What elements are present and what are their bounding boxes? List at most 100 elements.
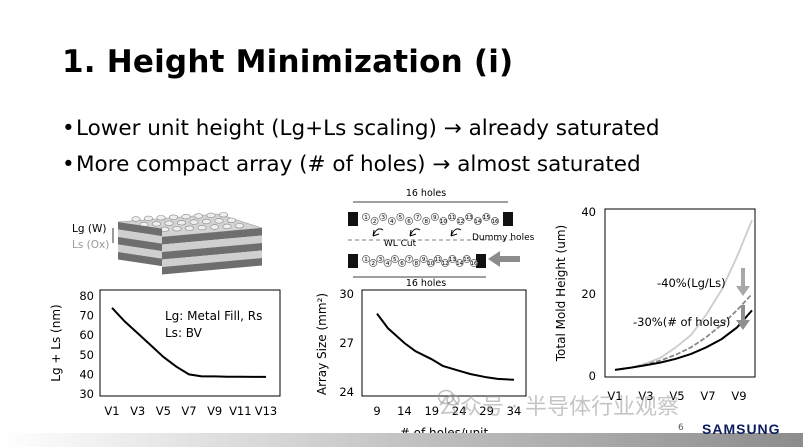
bullet-2-text: More compact array (# of holes) → almost… <box>76 152 641 177</box>
array-hole <box>448 255 457 263</box>
label-ls: Ls (Ox) <box>72 239 109 251</box>
chart1-x-tick-labels: V1 V3 V5 V7 V9 V11 V13 <box>104 404 277 418</box>
array-hole-number: 3 <box>379 257 383 263</box>
array-hole-number: 14 <box>456 261 463 267</box>
stack-hole <box>169 214 179 220</box>
array-block <box>476 254 486 268</box>
chart1-y-tick: 30 <box>79 387 94 401</box>
array-hole-number: 8 <box>424 219 428 225</box>
array-hole-number: 1 <box>364 215 368 221</box>
chart3-x-tick: V9 <box>731 389 746 403</box>
array-hole-number: 9 <box>422 257 426 263</box>
chart3-y-tick: 0 <box>589 369 596 383</box>
stack-hole <box>194 213 204 219</box>
chart1-x-tick: V7 <box>181 404 196 418</box>
bullet-1-text: Lower unit height (Lg+Ls scaling) → alre… <box>76 116 660 141</box>
chart2-series-line <box>376 313 515 381</box>
stack-front-layers <box>118 222 162 267</box>
stack-hole <box>189 219 199 225</box>
footer-bar <box>0 433 803 447</box>
chart1-ylabel: Lg + Ls (nm) <box>49 304 63 381</box>
chart2-x-tick: 29 <box>479 404 494 418</box>
wl-cut-label: WL Cut <box>384 239 417 249</box>
chart1-y-tick: 70 <box>79 309 94 323</box>
layer-stack-diagram: Lg (W) Ls (Ox) <box>72 212 263 275</box>
wl-cut-pointer-2 <box>409 228 421 237</box>
stack-hole <box>202 218 212 225</box>
array-hole <box>434 255 442 263</box>
stack-hole <box>222 223 232 229</box>
reduction-arrow-1-icon <box>736 268 750 296</box>
stack-hole <box>152 221 162 227</box>
array-hole <box>413 213 422 221</box>
array-blocks <box>348 212 513 268</box>
stack-hole <box>156 215 166 221</box>
array-hole-number: 4 <box>390 219 394 225</box>
bullet-2: •More compact array (# of holes) → almos… <box>62 152 641 177</box>
array-hole <box>441 259 450 267</box>
stack-side-layer <box>162 258 262 275</box>
array-hole <box>405 255 414 263</box>
array-hole-number: 6 <box>400 261 404 267</box>
array-hole <box>362 255 370 263</box>
dummy-pointer <box>450 228 462 237</box>
chart1-y-tick-labels: 30 40 50 60 70 80 <box>79 289 94 401</box>
array-hole <box>456 217 465 225</box>
stack-hole <box>227 217 237 223</box>
array-hole-number: 9 <box>433 215 437 221</box>
chart2-x-tick-labels: 9 14 19 24 29 34 <box>373 404 521 418</box>
chart1-y-tick: 60 <box>79 328 94 342</box>
chart3-series-line <box>614 219 753 371</box>
array-hole <box>405 217 413 225</box>
array-hole-number: 11 <box>449 215 456 221</box>
stack-hole <box>219 212 229 218</box>
wechat-icon <box>438 389 460 406</box>
stack-front-layer <box>118 244 162 259</box>
array-hole <box>422 217 431 225</box>
chart2-x-tick: 24 <box>452 404 467 418</box>
array-hole-number: 15 <box>463 257 470 263</box>
chart2-x-tick: 19 <box>424 404 439 418</box>
chart1-x-tick: V13 <box>255 404 278 418</box>
chart2-y-tick: 27 <box>339 336 354 350</box>
chart1-series-line <box>111 307 266 378</box>
stack-hole <box>144 215 154 221</box>
array-hole-number: 13 <box>449 257 456 263</box>
watermark: 公众号 · 半导体行业观察 <box>438 389 679 421</box>
chart3-y-tick: 40 <box>581 205 596 219</box>
array-hole-number: 10 <box>440 219 447 225</box>
array-hole <box>419 255 428 263</box>
array-hole-number: 7 <box>416 215 420 221</box>
chart3-annotation-1: -40%(Lg/Ls) <box>657 276 726 290</box>
array-hole-number: 1 <box>364 257 368 263</box>
array-hole-number: 2 <box>373 219 377 225</box>
array-hole <box>473 217 482 225</box>
chart3-x-tick: V5 <box>669 389 684 403</box>
stack-side-layer <box>162 243 262 260</box>
chart1-y-tick: 40 <box>79 367 94 381</box>
reduction-arrow-2-icon <box>736 305 750 330</box>
bullet-1: •Lower unit height (Lg+Ls scaling) → alr… <box>62 116 660 141</box>
array-hole-number: 16 <box>471 261 478 267</box>
array-hole <box>482 213 491 221</box>
stack-hole <box>210 224 220 230</box>
chart3-y-tick-labels: 0 20 40 <box>581 205 596 383</box>
chart2-x-tick: 14 <box>397 404 412 418</box>
array-hole <box>448 213 456 221</box>
array-hole-number: 5 <box>393 257 397 263</box>
hole-array-diagram: 16 holes 16 holes 1234567891011121314151… <box>348 188 535 289</box>
array-hole <box>426 259 435 267</box>
array-hole <box>412 259 421 267</box>
array-block <box>503 212 513 226</box>
array-hole-number: 10 <box>427 261 434 267</box>
array-hole-number: 4 <box>386 261 390 267</box>
dummy-holes-label: Dummy holes <box>472 233 535 243</box>
stack-side-layer <box>162 250 262 267</box>
chart3-annotation-2: -30%(# of holes) <box>633 315 730 329</box>
chart1-x-tick: V9 <box>207 404 222 418</box>
bottom-holes-label: 16 holes <box>406 278 446 289</box>
array-hole-number: 14 <box>474 219 481 225</box>
stack-hole <box>185 225 195 231</box>
chart3-ylabel: Total Mold Height (um) <box>554 225 568 362</box>
